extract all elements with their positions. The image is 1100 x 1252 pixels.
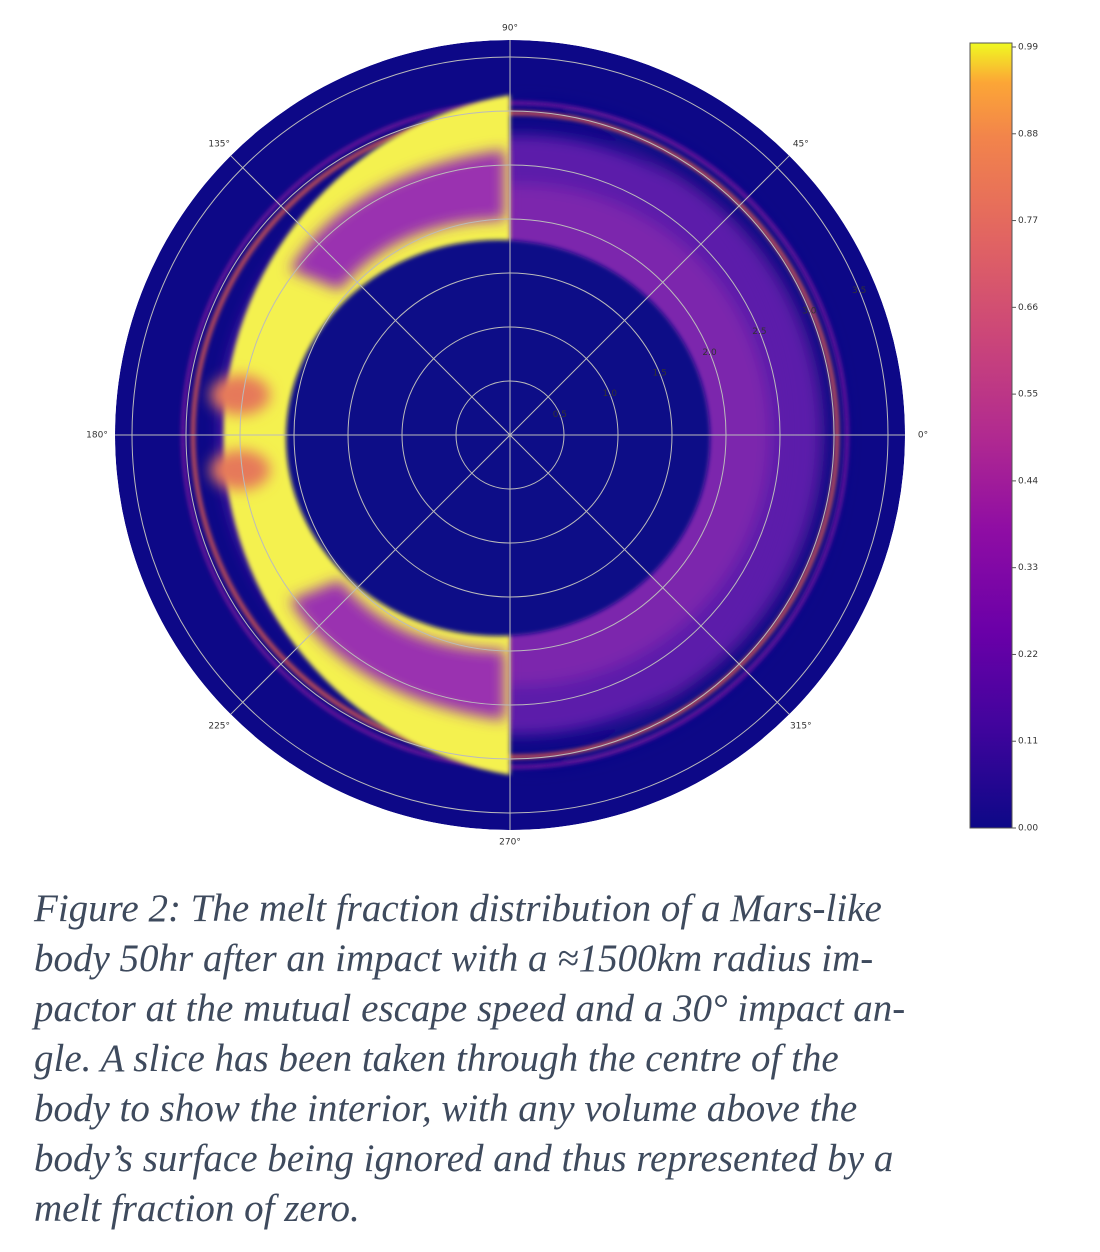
caption-line: body to show the interior, with any volu… (34, 1087, 858, 1130)
grid-spoke (230, 434, 511, 715)
caption-line: body’s surface being ignored and thus re… (34, 1137, 894, 1180)
colorbar-tick-label: 0.99 (1018, 43, 1038, 53)
radial-label: 2.5 (752, 327, 766, 337)
figure: 0.5 1.0 1.5 2.0 2.5 3.0 3.5 0° 45° 90° 135° 180° 225… (86, 24, 1038, 848)
radial-label: 3.5 (852, 286, 866, 296)
caption: Figure 2: The melt fraction distribution… (34, 884, 1084, 1234)
colorbar-tick-label: 0.66 (1018, 303, 1038, 313)
angle-label: 225° (208, 721, 230, 731)
colorbar-tick-label: 0.33 (1018, 563, 1038, 573)
angle-label: 315° (790, 721, 812, 731)
radial-label: 3.0 (802, 307, 817, 317)
colorbar-tick-label: 0.00 (1018, 824, 1038, 834)
colorbar-tick-label: 0.55 (1018, 390, 1038, 400)
radial-label: 1.5 (653, 369, 667, 379)
radial-label: 1.0 (603, 389, 618, 399)
caption-line: Figure 2: The melt fraction distribution… (34, 887, 882, 930)
caption-line: pactor at the mutual escape speed and a … (34, 987, 906, 1030)
grid-spoke (230, 155, 511, 436)
angle-label: 180° (86, 431, 108, 441)
radial-label: 0.5 (553, 410, 567, 420)
colorbar (969, 42, 1013, 829)
caption-line: body 50hr after an impact with a ≈1500km… (34, 937, 874, 980)
angle-label: 90° (502, 24, 518, 34)
colorbar-tick-label: 0.22 (1018, 650, 1038, 660)
angle-label: 0° (918, 431, 928, 441)
caption-line: gle. A slice has been taken through the … (34, 1037, 839, 1080)
angle-label: 270° (499, 838, 521, 848)
radial-label: 2.0 (702, 348, 717, 358)
caption-line: melt fraction of zero. (34, 1187, 360, 1230)
grid-spoke (509, 155, 790, 436)
polar-grid (115, 40, 905, 830)
angle-label: 45° (793, 140, 809, 150)
grid-spoke (509, 434, 790, 715)
colorbar-tick-label: 0.11 (1018, 737, 1038, 747)
angle-label: 135° (208, 140, 230, 150)
colorbar-tick-label: 0.44 (1018, 476, 1038, 486)
colorbar-tick-label: 0.88 (1018, 129, 1038, 139)
colorbar-tick-label: 0.77 (1018, 216, 1038, 226)
